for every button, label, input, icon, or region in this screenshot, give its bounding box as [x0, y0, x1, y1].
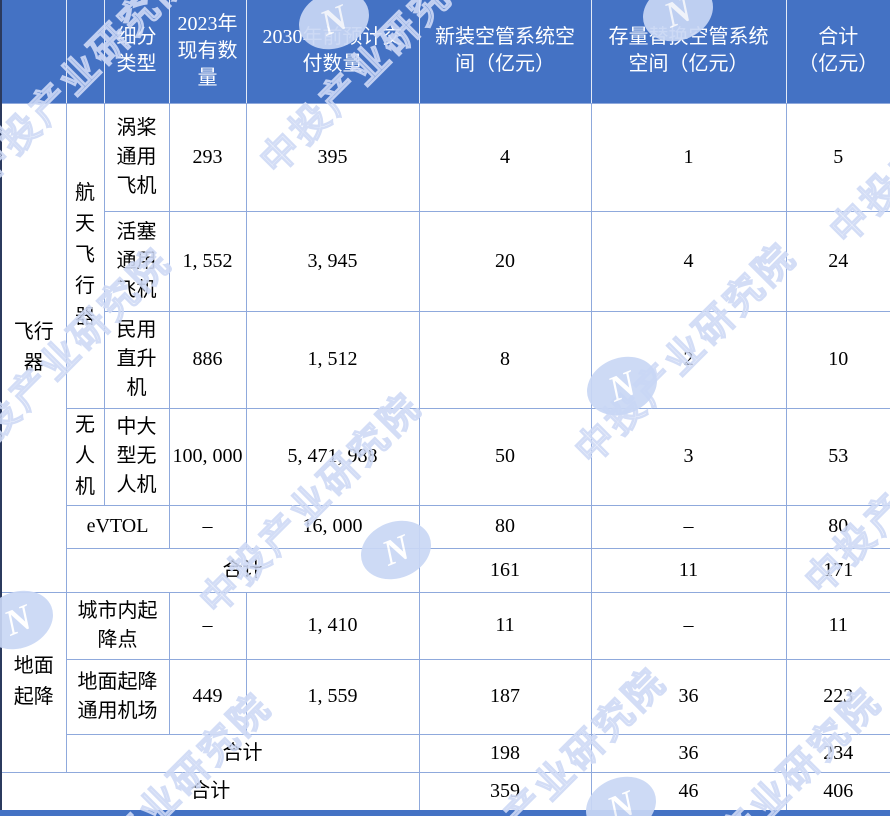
cell-replace-subtotal-aircraft: 11: [590, 547, 787, 593]
cell-replace-grand-total: 46: [590, 771, 787, 811]
grand-total-row: 合计 359 46 406: [0, 771, 890, 811]
table-row: 飞行 器 航 天 飞 行 器 涡桨 通用 飞机 293 395 4 1 5: [0, 102, 890, 593]
subgroup-label-uav: 无 人 机: [65, 407, 105, 506]
cell-total-helicopter: 10: [785, 310, 890, 409]
cell-new-city-vertiport: 11: [418, 591, 592, 660]
cell-subtotal-label-aircraft: 合计: [65, 547, 420, 593]
cell-new-ga-airport: 187: [418, 658, 592, 735]
cell-new-piston: 20: [418, 210, 592, 312]
cell-2030-helicopter: 1, 512: [245, 310, 420, 409]
cell-total-subtotal-ground: 234: [785, 733, 890, 773]
cell-total-ga-airport: 223: [785, 658, 890, 735]
cell-2030-city-vertiport: 1, 410: [245, 591, 420, 660]
cell-2023-ga-airport: 449: [168, 658, 247, 735]
cell-new-large-uav: 50: [418, 407, 592, 506]
subtotal-row-ground: 合计 198 36 234: [1, 733, 890, 773]
cell-2030-evtol: 16, 000: [245, 504, 420, 549]
cell-replace-evtol: –: [590, 504, 787, 549]
header-subgroup: [65, 0, 104, 104]
cell-new-helicopter: 8: [418, 310, 592, 409]
cell-new-subtotal-aircraft: 161: [418, 547, 592, 593]
cell-type-helicopter: 民用 直升 机: [103, 310, 170, 409]
cell-2023-city-vertiport: –: [168, 591, 247, 660]
cell-2030-turboprop: 395: [245, 102, 420, 212]
header-2030-forecast: 2030年前预计交 付数量: [245, 0, 419, 104]
header-row: 细分 类型 2023年 现有数 量 2030年前预计交 付数量 新装空管系统空 …: [1, 0, 890, 104]
cell-replace-turboprop: 1: [590, 102, 787, 212]
subtotal-row-aircraft: 合计 161 11 171: [1, 547, 890, 593]
cell-replace-piston: 4: [590, 210, 787, 312]
table-row: 地面起降 通用机场 449 1, 559 187 36 223: [1, 658, 890, 735]
header-total: 合计 （亿元）: [785, 0, 890, 104]
header-new-install-space: 新装空管系统空 间（亿元）: [418, 0, 591, 104]
header-group: [1, 0, 66, 104]
cell-grand-total-label: 合计: [0, 771, 420, 811]
group-label-ground: 地面 起降: [0, 591, 67, 773]
cell-2023-piston: 1, 552: [168, 210, 247, 312]
cell-replace-subtotal-ground: 36: [590, 733, 787, 773]
table-row: 地面 起降 城市内起 降点 – 1, 410 11 – 11: [0, 591, 890, 773]
cell-2030-large-uav: 5, 471, 988: [245, 407, 420, 506]
cell-total-evtol: 80: [785, 504, 890, 549]
cell-new-turboprop: 4: [418, 102, 592, 212]
cell-type-piston: 活塞 通用 飞机: [103, 210, 170, 312]
cell-2023-helicopter: 886: [168, 310, 247, 409]
cell-2023-large-uav: 100, 000: [168, 407, 247, 506]
cell-replace-ga-airport: 36: [590, 658, 787, 735]
cell-total-grand-total: 406: [785, 771, 890, 811]
cell-2023-turboprop: 293: [168, 102, 247, 212]
cell-total-piston: 24: [785, 210, 890, 312]
cell-subtotal-label-ground: 合计: [65, 733, 420, 773]
cell-2030-ga-airport: 1, 559: [245, 658, 420, 735]
table-row: 无 人 机 中大 型无 人机 100, 000 5, 471, 988 50 3…: [1, 407, 890, 506]
cell-replace-large-uav: 3: [590, 407, 787, 506]
cell-total-large-uav: 53: [785, 407, 890, 506]
cell-2030-piston: 3, 945: [245, 210, 420, 312]
cell-type-ga-airport: 地面起降 通用机场: [65, 658, 170, 735]
header-type: 细分 类型: [103, 0, 169, 104]
cell-total-subtotal-aircraft: 171: [785, 547, 890, 593]
cell-2023-evtol: –: [168, 504, 247, 549]
cell-total-turboprop: 5: [785, 102, 890, 212]
header-replace-space: 存量替换空管系统 空间（亿元）: [590, 0, 786, 104]
header-2023-count: 2023年 现有数 量: [168, 0, 246, 104]
cell-type-city-vertiport: 城市内起 降点: [65, 591, 170, 660]
cell-new-grand-total: 359: [418, 771, 592, 811]
subgroup-label-aviation: 航 天 飞 行 器: [65, 102, 105, 409]
group-label-aircraft: 飞行 器: [0, 102, 67, 593]
cell-type-turboprop: 涡桨 通用 飞机: [103, 102, 170, 212]
table-row: 活塞 通用 飞机 1, 552 3, 945 20 4 24: [1, 210, 890, 312]
table-row: eVTOL – 16, 000 80 – 80: [1, 504, 890, 549]
cell-replace-city-vertiport: –: [590, 591, 787, 660]
cell-replace-helicopter: 2: [590, 310, 787, 409]
table-bottom-border-bar: [0, 810, 890, 816]
cell-new-subtotal-ground: 198: [418, 733, 592, 773]
cell-type-large-uav: 中大 型无 人机: [103, 407, 170, 506]
cell-total-city-vertiport: 11: [785, 591, 890, 660]
cell-new-evtol: 80: [418, 504, 592, 549]
table-row: 民用 直升 机 886 1, 512 8 2 10: [1, 310, 890, 409]
cell-type-evtol: eVTOL: [65, 504, 170, 549]
